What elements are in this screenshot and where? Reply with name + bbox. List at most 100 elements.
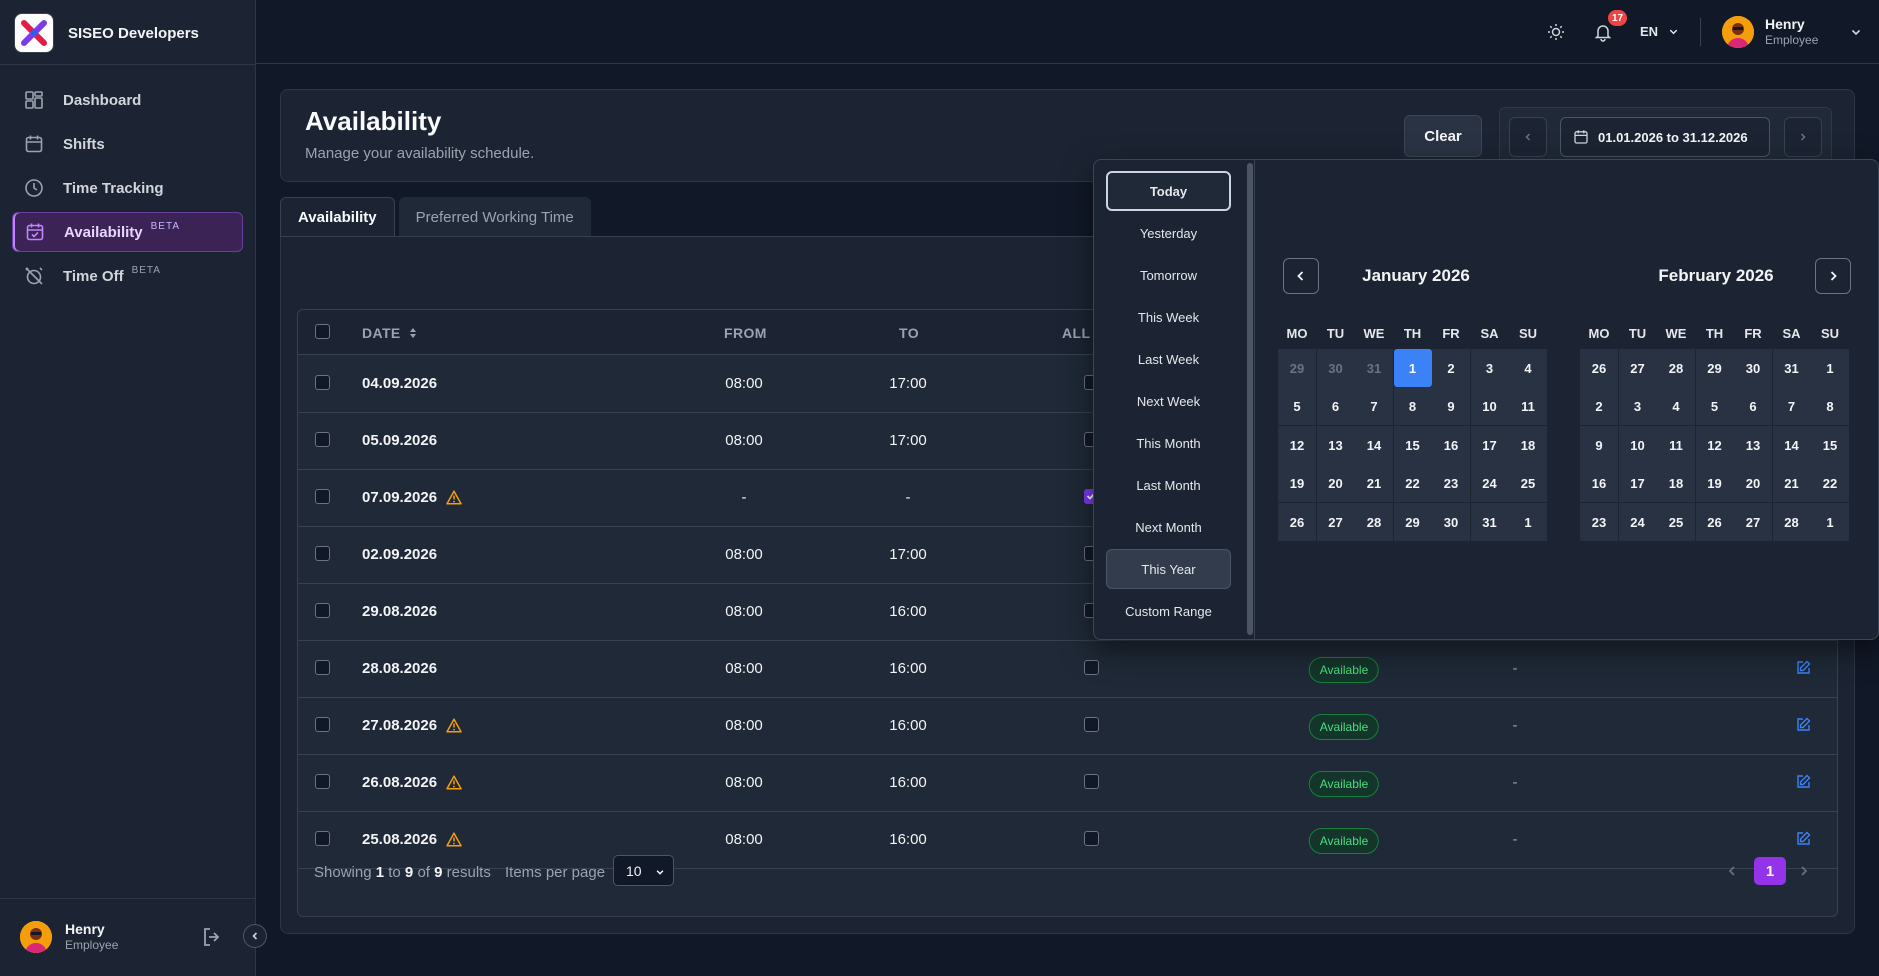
date-range-input[interactable]: 01.01.2026 to 31.12.2026 bbox=[1560, 117, 1770, 157]
calendar-day[interactable]: 7 bbox=[1355, 387, 1393, 425]
calendar-day[interactable]: 31 bbox=[1470, 503, 1509, 541]
next-page-button[interactable] bbox=[1796, 863, 1812, 879]
calendar-day[interactable]: 29 bbox=[1393, 503, 1432, 541]
calendar-day[interactable]: 30 bbox=[1316, 349, 1355, 387]
calendar-day[interactable]: 27 bbox=[1316, 503, 1355, 541]
preset-next-month[interactable]: Next Month bbox=[1135, 519, 1202, 535]
sidebar-user[interactable]: Henry Employee bbox=[20, 921, 118, 953]
calendar-day[interactable]: 26 bbox=[1278, 503, 1316, 541]
calendar-day[interactable]: 13 bbox=[1734, 426, 1772, 464]
preset-yesterday[interactable]: Yesterday bbox=[1139, 225, 1198, 241]
calendar-day[interactable]: 3 bbox=[1618, 387, 1657, 425]
theme-toggle-sun-icon[interactable] bbox=[1546, 22, 1566, 42]
preset-this-week[interactable]: This Week bbox=[1137, 309, 1200, 325]
header-user-menu[interactable]: Henry Employee bbox=[1722, 16, 1862, 48]
calendar-day[interactable]: 25 bbox=[1657, 503, 1695, 541]
calendar-day[interactable]: 30 bbox=[1734, 349, 1772, 387]
row-select-checkbox[interactable] bbox=[315, 660, 330, 675]
select-all-checkbox[interactable] bbox=[315, 324, 330, 339]
preset-scrollbar[interactable] bbox=[1247, 163, 1253, 635]
sidebar-item-time-off[interactable]: Time Off BETA bbox=[12, 256, 243, 296]
edit-icon[interactable] bbox=[1795, 831, 1813, 849]
calendar-day[interactable]: 22 bbox=[1393, 464, 1432, 502]
calendar-day[interactable]: 13 bbox=[1316, 426, 1355, 464]
calendar-day[interactable]: 12 bbox=[1278, 426, 1316, 464]
tab-availability[interactable]: Availability bbox=[280, 197, 395, 237]
calendar-day[interactable]: 17 bbox=[1470, 426, 1509, 464]
calendar-day[interactable]: 26 bbox=[1695, 503, 1734, 541]
preset-today[interactable]: Today bbox=[1106, 171, 1231, 211]
all-day-checkbox[interactable] bbox=[1084, 831, 1099, 846]
calendar-day[interactable]: 11 bbox=[1509, 387, 1547, 425]
calendar-day[interactable]: 19 bbox=[1278, 464, 1316, 502]
calendar-day[interactable]: 2 bbox=[1580, 387, 1618, 425]
all-day-checkbox[interactable] bbox=[1084, 660, 1099, 675]
collapse-sidebar-button[interactable] bbox=[243, 924, 267, 948]
edit-icon[interactable] bbox=[1795, 774, 1813, 792]
calendar-day[interactable]: 4 bbox=[1509, 349, 1547, 387]
calendar-day[interactable]: 27 bbox=[1618, 349, 1657, 387]
calendar-day[interactable]: 28 bbox=[1657, 349, 1695, 387]
calendar-day[interactable]: 24 bbox=[1470, 464, 1509, 502]
sidebar-item-shifts[interactable]: Shifts bbox=[12, 124, 243, 164]
calendar-day[interactable]: 14 bbox=[1355, 426, 1393, 464]
calendar-day[interactable]: 9 bbox=[1432, 387, 1470, 425]
calendar-day[interactable]: 8 bbox=[1811, 387, 1849, 425]
row-select-checkbox[interactable] bbox=[315, 831, 330, 846]
prev-month-button[interactable] bbox=[1283, 258, 1319, 294]
preset-last-month[interactable]: Last Month bbox=[1136, 477, 1201, 493]
calendar-day[interactable]: 11 bbox=[1657, 426, 1695, 464]
calendar-day[interactable]: 10 bbox=[1618, 426, 1657, 464]
row-select-checkbox[interactable] bbox=[315, 717, 330, 732]
calendar-day[interactable]: 29 bbox=[1695, 349, 1734, 387]
calendar-day[interactable]: 21 bbox=[1355, 464, 1393, 502]
calendar-day[interactable]: 8 bbox=[1393, 387, 1432, 425]
sidebar-item-dashboard[interactable]: Dashboard bbox=[12, 80, 243, 120]
bell-icon[interactable] bbox=[1593, 22, 1613, 42]
row-select-checkbox[interactable] bbox=[315, 489, 330, 504]
logout-icon[interactable] bbox=[200, 925, 224, 949]
clear-button[interactable]: Clear bbox=[1404, 115, 1482, 157]
calendar-day[interactable]: 1 bbox=[1811, 503, 1849, 541]
calendar-day[interactable]: 6 bbox=[1316, 387, 1355, 425]
calendar-day[interactable]: 21 bbox=[1772, 464, 1811, 502]
calendar-day[interactable]: 23 bbox=[1580, 503, 1618, 541]
calendar-day[interactable]: 17 bbox=[1618, 464, 1657, 502]
prev-range-button[interactable] bbox=[1509, 117, 1547, 157]
calendar-day[interactable]: 2 bbox=[1432, 349, 1470, 387]
calendar-day[interactable]: 19 bbox=[1695, 464, 1734, 502]
calendar-day[interactable]: 5 bbox=[1695, 387, 1734, 425]
calendar-day[interactable]: 3 bbox=[1470, 349, 1509, 387]
next-month-button[interactable] bbox=[1815, 258, 1851, 294]
calendar-day[interactable]: 20 bbox=[1316, 464, 1355, 502]
row-select-checkbox[interactable] bbox=[315, 432, 330, 447]
calendar-day[interactable]: 31 bbox=[1355, 349, 1393, 387]
calendar-day[interactable]: 14 bbox=[1772, 426, 1811, 464]
row-select-checkbox[interactable] bbox=[315, 603, 330, 618]
calendar-day[interactable]: 30 bbox=[1432, 503, 1470, 541]
row-select-checkbox[interactable] bbox=[315, 774, 330, 789]
preset-custom-range[interactable]: Custom Range bbox=[1125, 603, 1212, 619]
calendar-day[interactable]: 7 bbox=[1772, 387, 1811, 425]
calendar-day[interactable]: 6 bbox=[1734, 387, 1772, 425]
calendar-day[interactable]: 22 bbox=[1811, 464, 1849, 502]
brand[interactable]: SISEO Developers bbox=[14, 13, 199, 53]
calendar-day[interactable]: 5 bbox=[1278, 387, 1316, 425]
edit-icon[interactable] bbox=[1795, 660, 1813, 678]
calendar-day[interactable]: 15 bbox=[1811, 426, 1849, 464]
calendar-day[interactable]: 31 bbox=[1772, 349, 1811, 387]
calendar-day[interactable]: 1 bbox=[1811, 349, 1849, 387]
sidebar-item-availability[interactable]: Availability BETA bbox=[12, 212, 243, 252]
calendar-day[interactable]: 26 bbox=[1580, 349, 1618, 387]
sidebar-item-time-tracking[interactable]: Time Tracking bbox=[12, 168, 243, 208]
preset-this-month[interactable]: This Month bbox=[1136, 435, 1201, 451]
calendar-day[interactable]: 18 bbox=[1509, 426, 1547, 464]
preset-last-week[interactable]: Last Week bbox=[1137, 351, 1200, 367]
page-button-1[interactable]: 1 bbox=[1754, 857, 1786, 885]
all-day-checkbox[interactable] bbox=[1084, 717, 1099, 732]
calendar-day[interactable]: 23 bbox=[1432, 464, 1470, 502]
calendar-day[interactable]: 24 bbox=[1618, 503, 1657, 541]
preset-next-week[interactable]: Next Week bbox=[1136, 393, 1201, 409]
calendar-day[interactable]: 1 bbox=[1509, 503, 1547, 541]
calendar-day[interactable]: 28 bbox=[1772, 503, 1811, 541]
